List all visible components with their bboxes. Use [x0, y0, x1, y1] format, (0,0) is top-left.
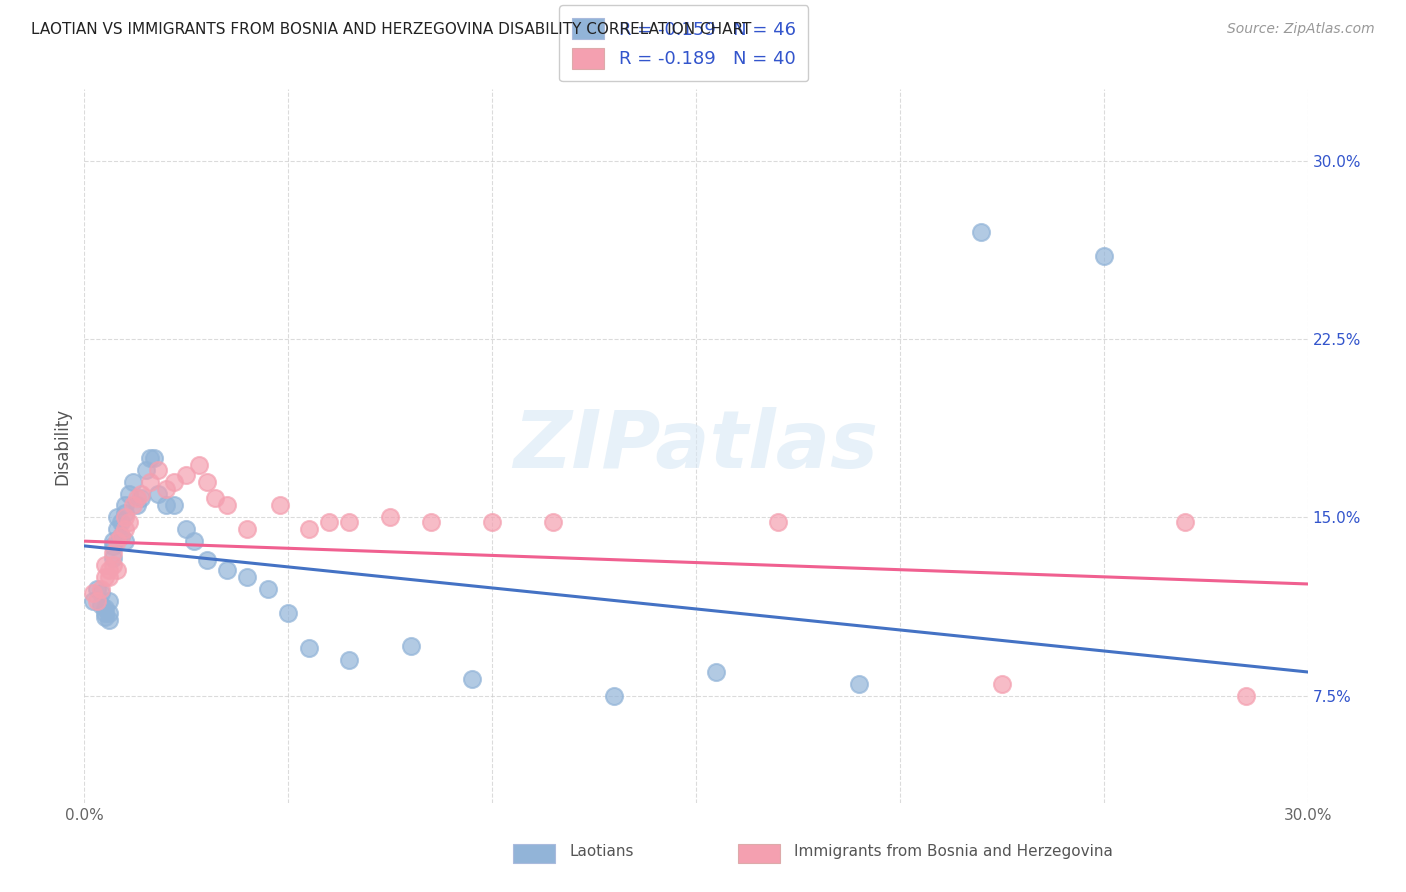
Point	[236, 570, 259, 584]
Point	[298, 522, 321, 536]
Point	[105, 522, 128, 536]
Point	[217, 563, 239, 577]
Point	[1236, 689, 1258, 703]
Point	[90, 582, 112, 596]
Point	[101, 546, 124, 560]
Point	[114, 522, 136, 536]
Point	[110, 529, 132, 543]
Point	[93, 600, 115, 615]
Point	[131, 486, 153, 500]
Point	[543, 515, 565, 529]
Point	[706, 665, 728, 679]
Point	[114, 506, 136, 520]
Point	[138, 475, 160, 489]
Point	[277, 606, 299, 620]
Point	[93, 610, 115, 624]
Point	[183, 534, 205, 549]
Point	[380, 510, 402, 524]
Point	[122, 499, 145, 513]
Point	[82, 593, 104, 607]
Text: Immigrants from Bosnia and Herzegovina: Immigrants from Bosnia and Herzegovina	[794, 845, 1114, 859]
Point	[163, 475, 186, 489]
Point	[142, 450, 165, 465]
Point	[97, 613, 120, 627]
Point	[298, 641, 321, 656]
Point	[131, 491, 153, 506]
Y-axis label: Disability: Disability	[53, 408, 72, 484]
Point	[82, 586, 104, 600]
Point	[114, 499, 136, 513]
Point	[127, 491, 149, 506]
Point	[93, 606, 115, 620]
Point	[195, 553, 218, 567]
Point	[118, 486, 141, 500]
Point	[114, 534, 136, 549]
Point	[339, 653, 361, 667]
Point	[603, 689, 626, 703]
Point	[174, 522, 197, 536]
Point	[127, 499, 149, 513]
Point	[217, 499, 239, 513]
Point	[105, 510, 128, 524]
Point	[86, 582, 108, 596]
Point	[114, 510, 136, 524]
Point	[399, 639, 422, 653]
Point	[163, 499, 186, 513]
Point	[1174, 515, 1197, 529]
Point	[1092, 249, 1115, 263]
Point	[257, 582, 280, 596]
Point	[187, 458, 209, 472]
Point	[195, 475, 218, 489]
Point	[90, 586, 112, 600]
Point	[97, 606, 120, 620]
Point	[101, 534, 124, 549]
Point	[204, 491, 226, 506]
Point	[97, 570, 120, 584]
Point	[461, 672, 484, 686]
Point	[93, 558, 115, 572]
Point	[90, 599, 112, 613]
Legend: R = -0.159   N = 46, R = -0.189   N = 40: R = -0.159 N = 46, R = -0.189 N = 40	[560, 5, 808, 81]
Point	[970, 225, 993, 239]
Point	[236, 522, 259, 536]
Point	[86, 593, 108, 607]
Point	[155, 482, 177, 496]
Text: Laotians: Laotians	[569, 845, 634, 859]
Point	[146, 486, 169, 500]
Point	[97, 593, 120, 607]
Text: LAOTIAN VS IMMIGRANTS FROM BOSNIA AND HERZEGOVINA DISABILITY CORRELATION CHART: LAOTIAN VS IMMIGRANTS FROM BOSNIA AND HE…	[31, 22, 751, 37]
Point	[155, 499, 177, 513]
Point	[991, 677, 1014, 691]
Point	[269, 499, 291, 513]
Text: ZIPatlas: ZIPatlas	[513, 407, 879, 485]
Point	[146, 463, 169, 477]
Point	[135, 463, 157, 477]
Point	[110, 515, 132, 529]
Point	[481, 515, 503, 529]
Point	[101, 539, 124, 553]
Point	[93, 570, 115, 584]
Point	[101, 550, 124, 565]
Point	[118, 515, 141, 529]
Point	[122, 475, 145, 489]
Point	[766, 515, 789, 529]
Point	[101, 558, 124, 572]
Text: Source: ZipAtlas.com: Source: ZipAtlas.com	[1227, 22, 1375, 37]
Point	[110, 529, 132, 543]
Point	[105, 563, 128, 577]
Point	[138, 450, 160, 465]
Point	[848, 677, 870, 691]
Point	[420, 515, 443, 529]
Point	[105, 534, 128, 549]
Point	[174, 467, 197, 482]
Point	[97, 563, 120, 577]
Point	[318, 515, 340, 529]
Point	[339, 515, 361, 529]
